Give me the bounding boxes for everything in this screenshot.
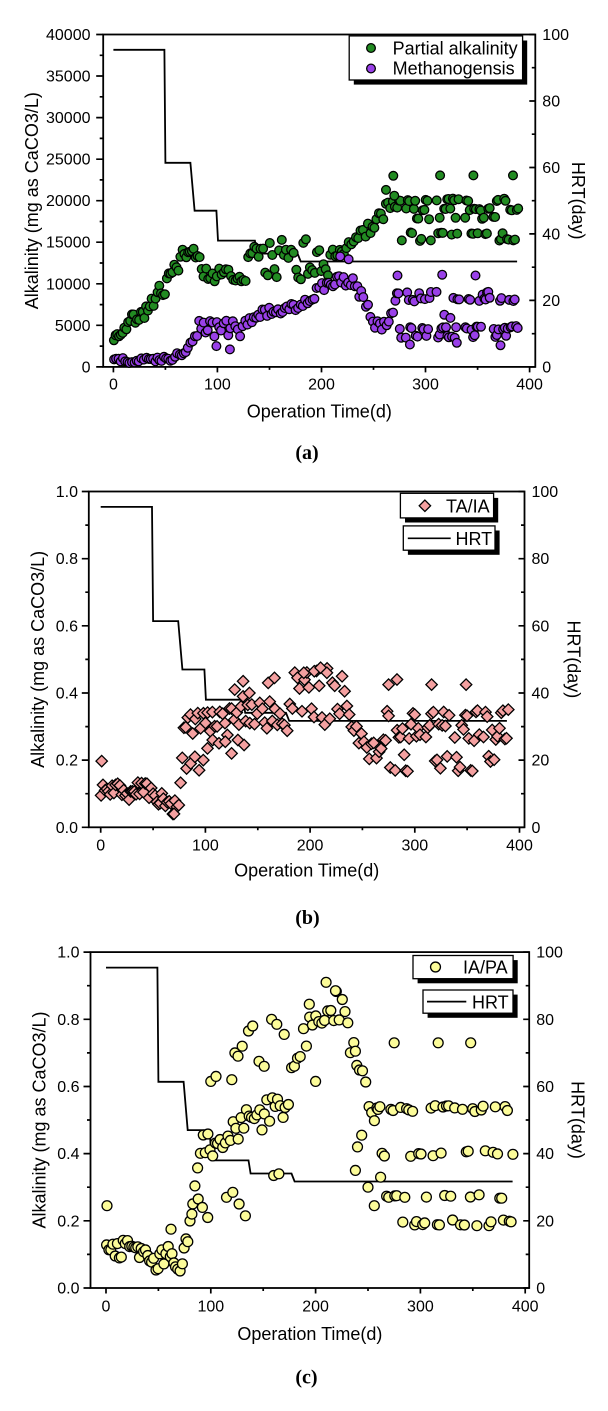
- svg-text:100: 100: [197, 1298, 224, 1315]
- svg-text:0: 0: [96, 838, 105, 855]
- svg-text:15000: 15000: [46, 235, 91, 252]
- svg-text:100: 100: [204, 377, 231, 394]
- svg-text:0: 0: [109, 377, 118, 394]
- svg-text:0.6: 0.6: [56, 618, 78, 635]
- svg-text:0.0: 0.0: [56, 820, 78, 837]
- svg-text:Operation Time(d): Operation Time(d): [247, 402, 392, 422]
- svg-text:20: 20: [542, 293, 560, 310]
- svg-text:10000: 10000: [46, 276, 91, 293]
- svg-text:300: 300: [401, 838, 428, 855]
- svg-text:40: 40: [536, 1146, 554, 1163]
- svg-text:5000: 5000: [55, 318, 91, 335]
- svg-text:0: 0: [542, 359, 551, 376]
- svg-text:(b): (b): [295, 907, 319, 929]
- svg-text:(a): (a): [295, 442, 318, 464]
- svg-text:80: 80: [542, 94, 560, 111]
- svg-text:60: 60: [542, 160, 560, 177]
- svg-text:400: 400: [506, 838, 533, 855]
- svg-text:60: 60: [532, 618, 550, 635]
- svg-text:300: 300: [407, 1298, 434, 1315]
- svg-text:0: 0: [102, 1298, 111, 1315]
- svg-text:100: 100: [542, 27, 569, 44]
- svg-text:0: 0: [536, 1281, 545, 1298]
- svg-text:80: 80: [532, 551, 550, 568]
- svg-text:20: 20: [532, 753, 550, 770]
- svg-text:(c): (c): [295, 1367, 317, 1389]
- svg-text:HRT: HRT: [472, 993, 509, 1013]
- svg-text:40000: 40000: [46, 27, 91, 44]
- svg-text:1.0: 1.0: [57, 945, 79, 962]
- svg-text:20000: 20000: [46, 193, 91, 210]
- svg-text:80: 80: [536, 1012, 554, 1029]
- svg-text:200: 200: [308, 377, 335, 394]
- svg-text:200: 200: [297, 838, 324, 855]
- svg-text:400: 400: [516, 377, 543, 394]
- svg-text:0: 0: [532, 820, 541, 837]
- svg-text:60: 60: [536, 1079, 554, 1096]
- svg-text:Alkalinity (mg as CaCO3/L): Alkalinity (mg as CaCO3/L): [22, 92, 42, 309]
- svg-text:Methanogensis: Methanogensis: [393, 58, 515, 78]
- svg-text:Alkalinity (mg as CaCO3/L): Alkalinity (mg as CaCO3/L): [28, 551, 48, 768]
- svg-text:40: 40: [542, 226, 560, 243]
- svg-text:HRT(day): HRT(day): [564, 621, 584, 699]
- svg-text:0.8: 0.8: [56, 551, 78, 568]
- svg-text:Operation Time(d): Operation Time(d): [237, 1324, 382, 1344]
- svg-text:100: 100: [532, 484, 559, 501]
- svg-text:400: 400: [512, 1298, 539, 1315]
- svg-text:0.6: 0.6: [57, 1079, 79, 1096]
- svg-text:0.8: 0.8: [57, 1012, 79, 1029]
- svg-text:HRT(day): HRT(day): [568, 162, 588, 240]
- svg-text:100: 100: [536, 945, 563, 962]
- svg-text:HRT: HRT: [456, 529, 493, 549]
- svg-text:100: 100: [192, 838, 219, 855]
- svg-text:25000: 25000: [46, 152, 91, 169]
- svg-text:35000: 35000: [46, 69, 91, 86]
- svg-text:Operation Time(d): Operation Time(d): [234, 860, 379, 880]
- svg-text:300: 300: [412, 377, 439, 394]
- svg-text:0.2: 0.2: [57, 1213, 79, 1230]
- svg-text:HRT(day): HRT(day): [568, 1081, 588, 1159]
- svg-text:0: 0: [82, 359, 91, 376]
- svg-text:IA/PA: IA/PA: [463, 958, 508, 978]
- svg-text:30000: 30000: [46, 110, 91, 127]
- svg-text:20: 20: [536, 1213, 554, 1230]
- svg-text:0.0: 0.0: [57, 1281, 79, 1298]
- svg-text:Partial alkalinity: Partial alkalinity: [393, 38, 518, 58]
- svg-text:0.4: 0.4: [57, 1146, 79, 1163]
- svg-text:TA/IA: TA/IA: [446, 496, 490, 516]
- svg-text:0.2: 0.2: [56, 753, 78, 770]
- svg-text:40: 40: [532, 686, 550, 703]
- svg-text:Alkalinity (mg as CaCO3/L): Alkalinity (mg as CaCO3/L): [30, 1011, 50, 1228]
- svg-text:0.4: 0.4: [56, 686, 78, 703]
- svg-text:1.0: 1.0: [56, 484, 78, 501]
- svg-text:200: 200: [302, 1298, 329, 1315]
